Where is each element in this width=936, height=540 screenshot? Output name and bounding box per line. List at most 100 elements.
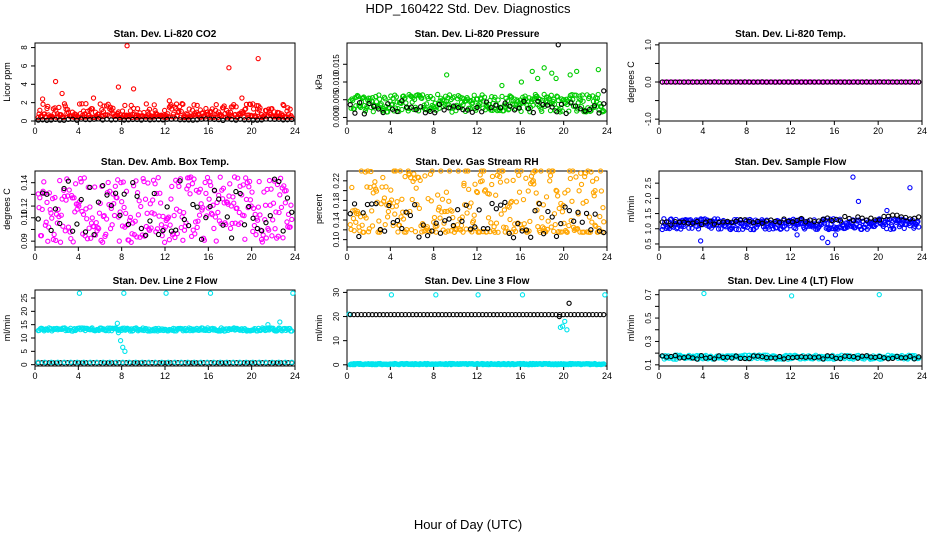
data-point [578, 170, 584, 176]
data-point [550, 168, 556, 174]
data-point [390, 219, 396, 226]
data-point [489, 173, 496, 180]
x-tick-label: 0 [344, 252, 349, 262]
data-point [289, 216, 295, 223]
data-point [151, 190, 157, 197]
data-point [567, 175, 574, 182]
data-point [384, 214, 391, 220]
data-point [527, 218, 533, 225]
data-point [69, 228, 76, 234]
data-point [566, 207, 573, 214]
y-axis-label: ml/min [2, 315, 12, 342]
data-point [535, 75, 541, 82]
data-point [150, 114, 157, 120]
data-point [903, 355, 909, 361]
data-point [371, 103, 377, 109]
data-point [273, 209, 279, 215]
data-point [429, 168, 435, 174]
data-point [139, 359, 145, 365]
data-point [284, 195, 291, 201]
data-point [820, 356, 826, 362]
data-point [506, 106, 512, 112]
data-point [459, 218, 465, 224]
data-point [382, 222, 388, 228]
data-point [270, 217, 276, 223]
data-point [457, 94, 463, 100]
data-point [171, 212, 177, 219]
data-point [507, 216, 513, 223]
y-axis-label: ml/min [626, 196, 636, 223]
data-point [157, 190, 163, 196]
data-point [155, 175, 161, 181]
data-point [250, 205, 257, 212]
data-point [516, 189, 523, 195]
data-point [477, 100, 483, 107]
data-point [66, 187, 72, 193]
x-tick-label: 16 [203, 371, 213, 381]
panel-7: Stan. Dev. Line 2 Flow ml/min 0 4 8 12 16 20 24 0… [2, 276, 300, 381]
data-point [249, 189, 255, 195]
data-point [71, 195, 77, 201]
data-point [689, 225, 695, 231]
y-tick-label: 0.7 [644, 289, 653, 301]
data-point [202, 179, 208, 186]
data-point [600, 204, 606, 211]
x-tick-label: 8 [119, 371, 124, 381]
data-point [197, 186, 204, 192]
data-point [428, 198, 434, 204]
data-point [544, 102, 551, 108]
data-point [668, 222, 674, 228]
data-point [493, 206, 499, 212]
data-point [243, 359, 249, 365]
data-point [122, 348, 128, 354]
series-1 [659, 174, 922, 246]
data-point [227, 225, 234, 231]
data-point [437, 230, 444, 236]
data-point [592, 211, 598, 217]
data-point [72, 209, 78, 215]
data-point [154, 226, 161, 232]
data-point [521, 98, 527, 104]
y-tick-label: 0.5 [644, 312, 653, 324]
data-point [554, 93, 560, 99]
data-point [601, 108, 607, 114]
data-point [356, 233, 362, 240]
data-point [91, 232, 97, 238]
data-point [583, 198, 589, 205]
data-point [776, 219, 783, 225]
data-point [477, 229, 483, 235]
data-point [418, 104, 424, 110]
data-point [250, 215, 256, 221]
x-tick-label: 12 [785, 371, 795, 381]
data-point [554, 188, 560, 194]
data-point [495, 97, 501, 103]
panel-title: Stan. Dev. Line 2 Flow [113, 276, 218, 287]
data-point [94, 359, 100, 365]
data-point [427, 108, 433, 115]
data-point [126, 359, 132, 365]
data-point [415, 108, 422, 114]
panel-title: Stan. Dev. Line 3 Flow [425, 276, 530, 287]
data-point [491, 224, 497, 230]
x-tick-label: 4 [76, 126, 81, 136]
data-point [142, 196, 149, 202]
data-point [587, 229, 593, 235]
panel-title: Stan. Dev. Li-820 CO2 [114, 29, 217, 40]
panel-9: Stan. Dev. Line 4 (LT) Flow ml/min 0 4 8 12 16… [626, 276, 927, 381]
data-point [166, 98, 172, 104]
data-point [246, 178, 253, 185]
x-tick-label: 12 [472, 252, 482, 262]
data-point [518, 168, 524, 174]
data-point [52, 78, 59, 85]
data-point [850, 174, 856, 180]
data-point [403, 229, 409, 235]
data-point [201, 327, 207, 333]
data-point [289, 116, 295, 123]
data-point [289, 209, 295, 215]
data-point [124, 43, 130, 49]
data-point [506, 230, 512, 236]
data-point [586, 94, 593, 100]
data-point [549, 70, 555, 76]
data-point [82, 229, 89, 235]
